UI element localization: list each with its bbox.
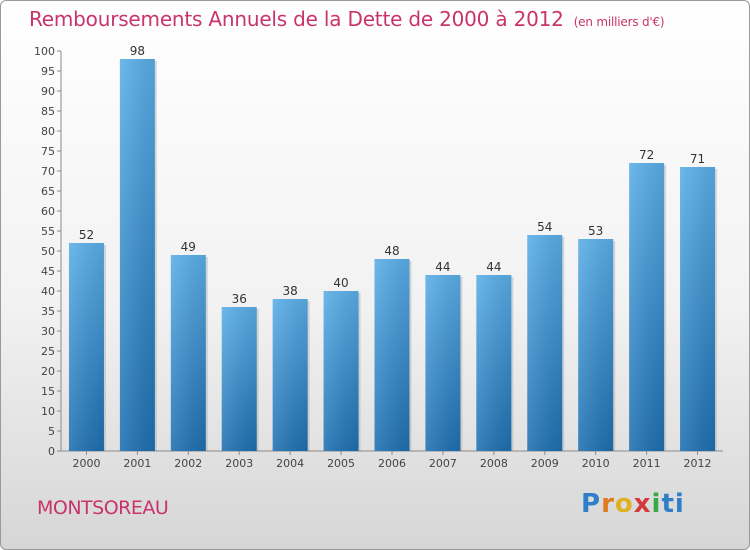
data-label: 48 [384,244,399,258]
data-label: 38 [283,284,298,298]
y-tick-label: 65 [41,185,55,198]
y-tick-label: 35 [41,305,55,318]
x-tick-label: 2001 [123,457,151,470]
chart-title: Remboursements Annuels de la Dette de 20… [29,7,665,31]
y-tick-label: 60 [41,205,55,218]
y-tick-label: 30 [41,325,55,338]
y-tick-label: 10 [41,405,55,418]
data-label: 40 [333,276,348,290]
y-tick-label: 50 [41,245,55,258]
y-tick-label: 45 [41,265,55,278]
bar-highlight [629,163,665,451]
data-label: 44 [486,260,501,274]
y-tick-label: 20 [41,365,55,378]
bar-highlight [476,275,512,451]
data-label: 53 [588,224,603,238]
bar-highlight [119,59,155,451]
y-tick-label: 40 [41,285,55,298]
proxiti-logo: Proxiti [581,489,685,519]
data-label: 71 [690,152,705,166]
x-tick-label: 2011 [633,457,661,470]
logo-letter: i [651,489,662,519]
logo-letter: x [633,489,652,519]
y-tick-label: 5 [48,425,55,438]
data-label: 54 [537,220,552,234]
data-label: 72 [639,148,654,162]
axes: 0 5 10 15 20 25 30 35 40 45 50 55 60 65 70 75 80 85 90 95 10… [34,45,723,470]
logo-letter: r [601,489,615,519]
x-tick-label: 2008 [480,457,508,470]
bar-highlight [374,259,410,451]
data-label: 52 [79,228,94,242]
bars [68,59,718,451]
y-tick-label: 25 [41,345,55,358]
x-tick-label: 2012 [684,457,712,470]
commune-name: MONTSOREAU [37,497,169,519]
x-tick-label: 2002 [174,457,202,470]
logo-letter: o [614,489,634,519]
data-label: 49 [181,240,196,254]
bar-highlight [68,243,104,451]
y-tick-label: 85 [41,105,55,118]
bar-highlight [272,299,308,451]
x-tick-label: 2005 [327,457,355,470]
x-tick-label: 2004 [276,457,304,470]
y-tick-label: 90 [41,85,55,98]
bar-highlight [578,239,614,451]
chart-title-text: Remboursements Annuels de la Dette de 20… [29,7,564,31]
y-tick-label: 75 [41,145,55,158]
x-tick-label: 2003 [225,457,253,470]
data-label: 44 [435,260,450,274]
chart-unit: (en milliers d'€) [573,15,665,29]
y-tick-label: 95 [41,65,55,78]
y-tick-label: 80 [41,125,55,138]
bar-highlight [170,255,206,451]
y-tick-label: 70 [41,165,55,178]
x-tick-label: 2007 [429,457,457,470]
x-tick-label: 2009 [531,457,559,470]
x-tick-label: 2000 [72,457,100,470]
bar-highlight [680,167,716,451]
bar-highlight [221,307,257,451]
logo-letter: ti [661,489,685,519]
y-tick-label: 55 [41,225,55,238]
bar-highlight [323,291,359,451]
data-labels: 52 98 49 36 38 40 48 44 44 54 53 72 71 [79,44,705,306]
y-tick-label: 100 [34,45,55,58]
y-tick-label: 15 [41,385,55,398]
data-label: 98 [130,44,145,58]
bar-highlight [425,275,461,451]
logo-letter: P [581,489,602,519]
data-label: 36 [232,292,247,306]
y-tick-label: 0 [48,445,55,458]
x-tick-label: 2010 [582,457,610,470]
bar-highlight [527,235,563,451]
x-tick-label: 2006 [378,457,406,470]
